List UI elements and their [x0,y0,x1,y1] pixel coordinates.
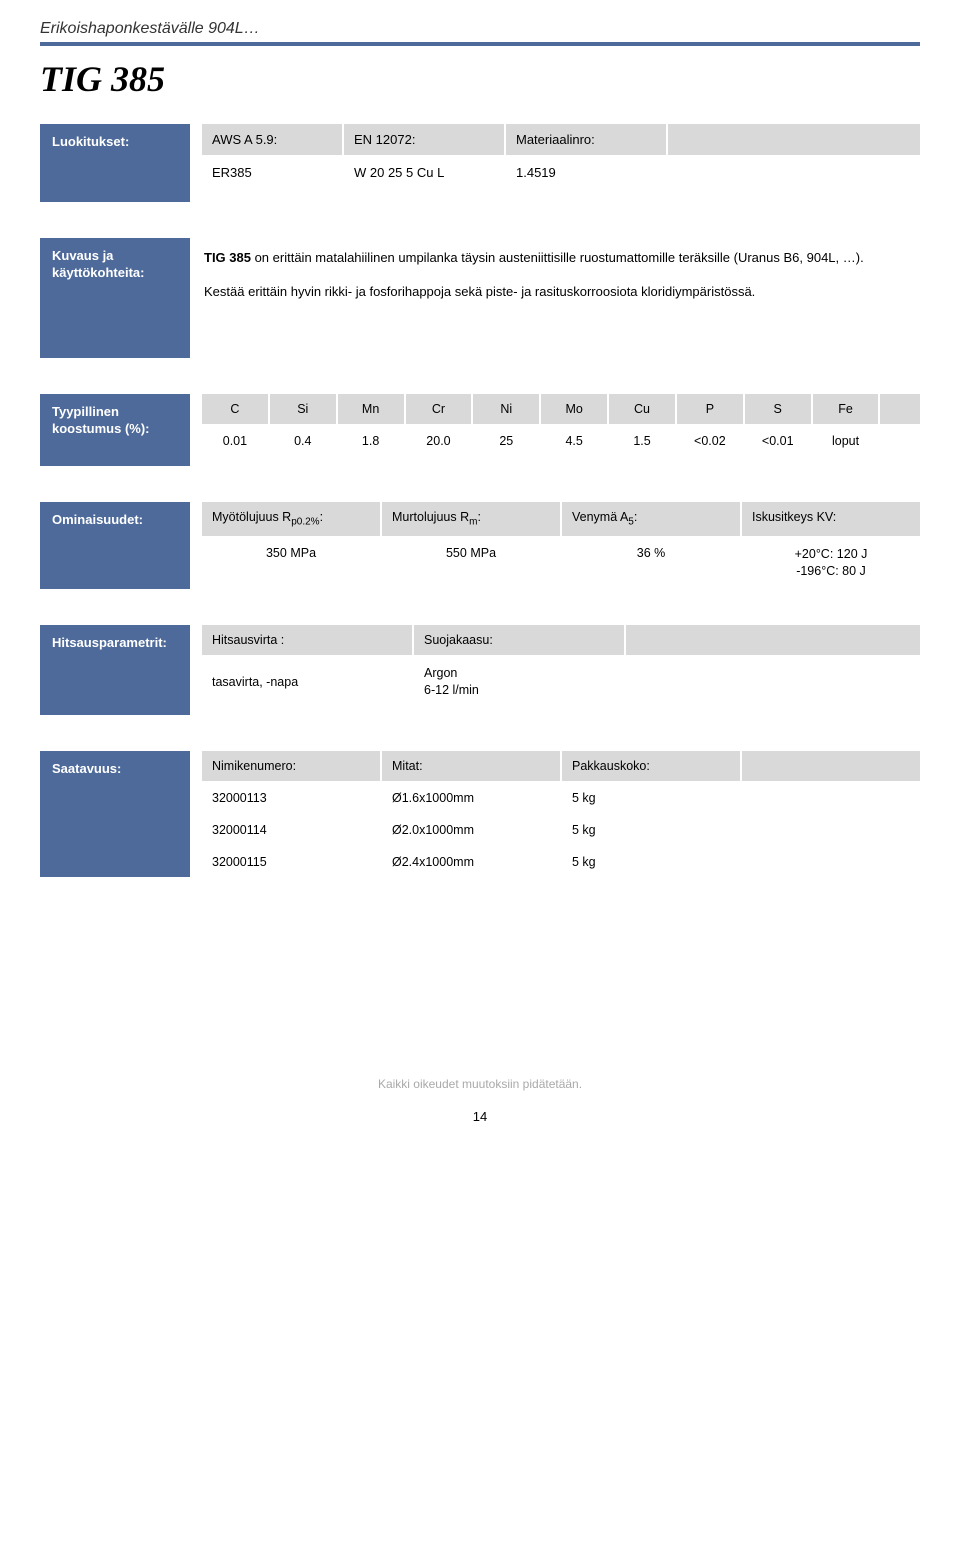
section-availability: Saatavuus: Nimikenumero: Mitat: Pakkausk… [40,751,920,877]
prop-v-elong: 36 % [562,538,740,589]
class-col-en: EN 12072: [344,124,504,155]
avail-r1-dim: Ø2.0x1000mm [382,815,560,845]
avail-r0-pack: 5 kg [562,783,740,813]
comp-v-cr: 20.0 [406,426,472,456]
class-val-en: W 20 25 5 Cu L [344,157,504,188]
comp-h-mo: Mo [541,394,607,424]
comp-h-si: Si [270,394,336,424]
comp-v-end [880,426,920,456]
avail-h-dim: Mitat: [382,751,560,781]
prop-h-tensile: Murtolujuus Rm: [382,502,560,536]
prop-v-yield: 350 MPa [202,538,380,589]
class-val-material: 1.4519 [506,157,666,188]
comp-v-p: <0.02 [677,426,743,456]
section-classification: Luokitukset: AWS A 5.9: EN 12072: Materi… [40,124,920,202]
comp-h-cr: Cr [406,394,472,424]
product-title: TIG 385 [40,58,920,100]
section-composition: Tyypillinen koostumus (%): C Si Mn Cr Ni… [40,394,920,466]
weld-v-end [626,657,920,708]
avail-r1-pack: 5 kg [562,815,740,845]
welding-label: Hitsausparametrit: [40,625,190,715]
composition-label: Tyypillinen koostumus (%): [40,394,190,466]
desc-p1: on erittäin matalahiilinen umpilanka täy… [251,250,864,265]
avail-r1-end [742,815,920,845]
desc-bold: TIG 385 [204,250,251,265]
subhead: Erikoishaponkestävälle 904L… [40,20,920,38]
page-number: 14 [40,1109,920,1124]
properties-grid: Myötölujuus Rp0.2%: Murtolujuus Rm: Veny… [202,502,920,589]
availability-label: Saatavuus: [40,751,190,877]
prop-h-yield: Myötölujuus Rp0.2%: [202,502,380,536]
weld-v-current: tasavirta, -napa [202,657,412,708]
avail-r0-dim: Ø1.6x1000mm [382,783,560,813]
comp-h-mn: Mn [338,394,404,424]
comp-h-cu: Cu [609,394,675,424]
properties-label: Ominaisuudet: [40,502,190,589]
comp-v-s: <0.01 [745,426,811,456]
prop-h-impact: Iskusitkeys KV: [742,502,920,536]
comp-h-c: C [202,394,268,424]
class-col-aws: AWS A 5.9: [202,124,342,155]
avail-h-end [742,751,920,781]
comp-h-p: P [677,394,743,424]
header-rule [40,42,920,46]
class-end [668,124,920,155]
avail-r0-end [742,783,920,813]
welding-grid: Hitsausvirta : Suojakaasu: tasavirta, -n… [202,625,920,708]
comp-h-fe: Fe [813,394,879,424]
section-description: Kuvaus ja käyttökohteita: TIG 385 on eri… [40,238,920,358]
prop-h-elong: Venymä A5: [562,502,740,536]
avail-r2-pack: 5 kg [562,847,740,877]
footer-rights: Kaikki oikeudet muutoksiin pidätetään. [40,1077,920,1091]
description-text: TIG 385 on erittäin matalahiilinen umpil… [190,238,920,358]
comp-v-mo: 4.5 [541,426,607,456]
avail-h-num: Nimikenumero: [202,751,380,781]
comp-v-ni: 25 [473,426,539,456]
comp-v-cu: 1.5 [609,426,675,456]
section-welding: Hitsausparametrit: Hitsausvirta : Suojak… [40,625,920,715]
avail-r0-num: 32000113 [202,783,380,813]
weld-h-current: Hitsausvirta : [202,625,412,655]
avail-r1-num: 32000114 [202,815,380,845]
avail-r2-num: 32000115 [202,847,380,877]
classification-label: Luokitukset: [40,124,190,202]
prop-v-impact: +20°C: 120 J -196°C: 80 J [742,538,920,589]
class-val-aws: ER385 [202,157,342,188]
page-footer: Kaikki oikeudet muutoksiin pidätetään. 1… [40,1077,920,1124]
description-label: Kuvaus ja käyttökohteita: [40,238,190,358]
page-header: Erikoishaponkestävälle 904L… TIG 385 [40,20,920,100]
avail-r2-dim: Ø2.4x1000mm [382,847,560,877]
weld-h-gas: Suojakaasu: [414,625,624,655]
comp-h-s: S [745,394,811,424]
comp-v-c: 0.01 [202,426,268,456]
desc-p2: Kestää erittäin hyvin rikki- ja fosforih… [204,282,906,302]
avail-r2-end [742,847,920,877]
comp-h-ni: Ni [473,394,539,424]
weld-v-gas: Argon 6-12 l/min [414,657,624,708]
comp-h-end [880,394,920,424]
weld-h-end [626,625,920,655]
classification-grid: AWS A 5.9: EN 12072: Materiaalinro: ER38… [202,124,920,188]
avail-h-pack: Pakkauskoko: [562,751,740,781]
composition-grid: C Si Mn Cr Ni Mo Cu P S Fe 0.01 0.4 1.8 … [202,394,920,456]
comp-v-mn: 1.8 [338,426,404,456]
section-properties: Ominaisuudet: Myötölujuus Rp0.2%: Murtol… [40,502,920,589]
prop-v-tensile: 550 MPa [382,538,560,589]
comp-v-si: 0.4 [270,426,336,456]
class-col-material: Materiaalinro: [506,124,666,155]
availability-grid: Nimikenumero: Mitat: Pakkauskoko: 320001… [202,751,920,877]
comp-v-fe: loput [813,426,879,456]
class-val-end [668,157,920,188]
